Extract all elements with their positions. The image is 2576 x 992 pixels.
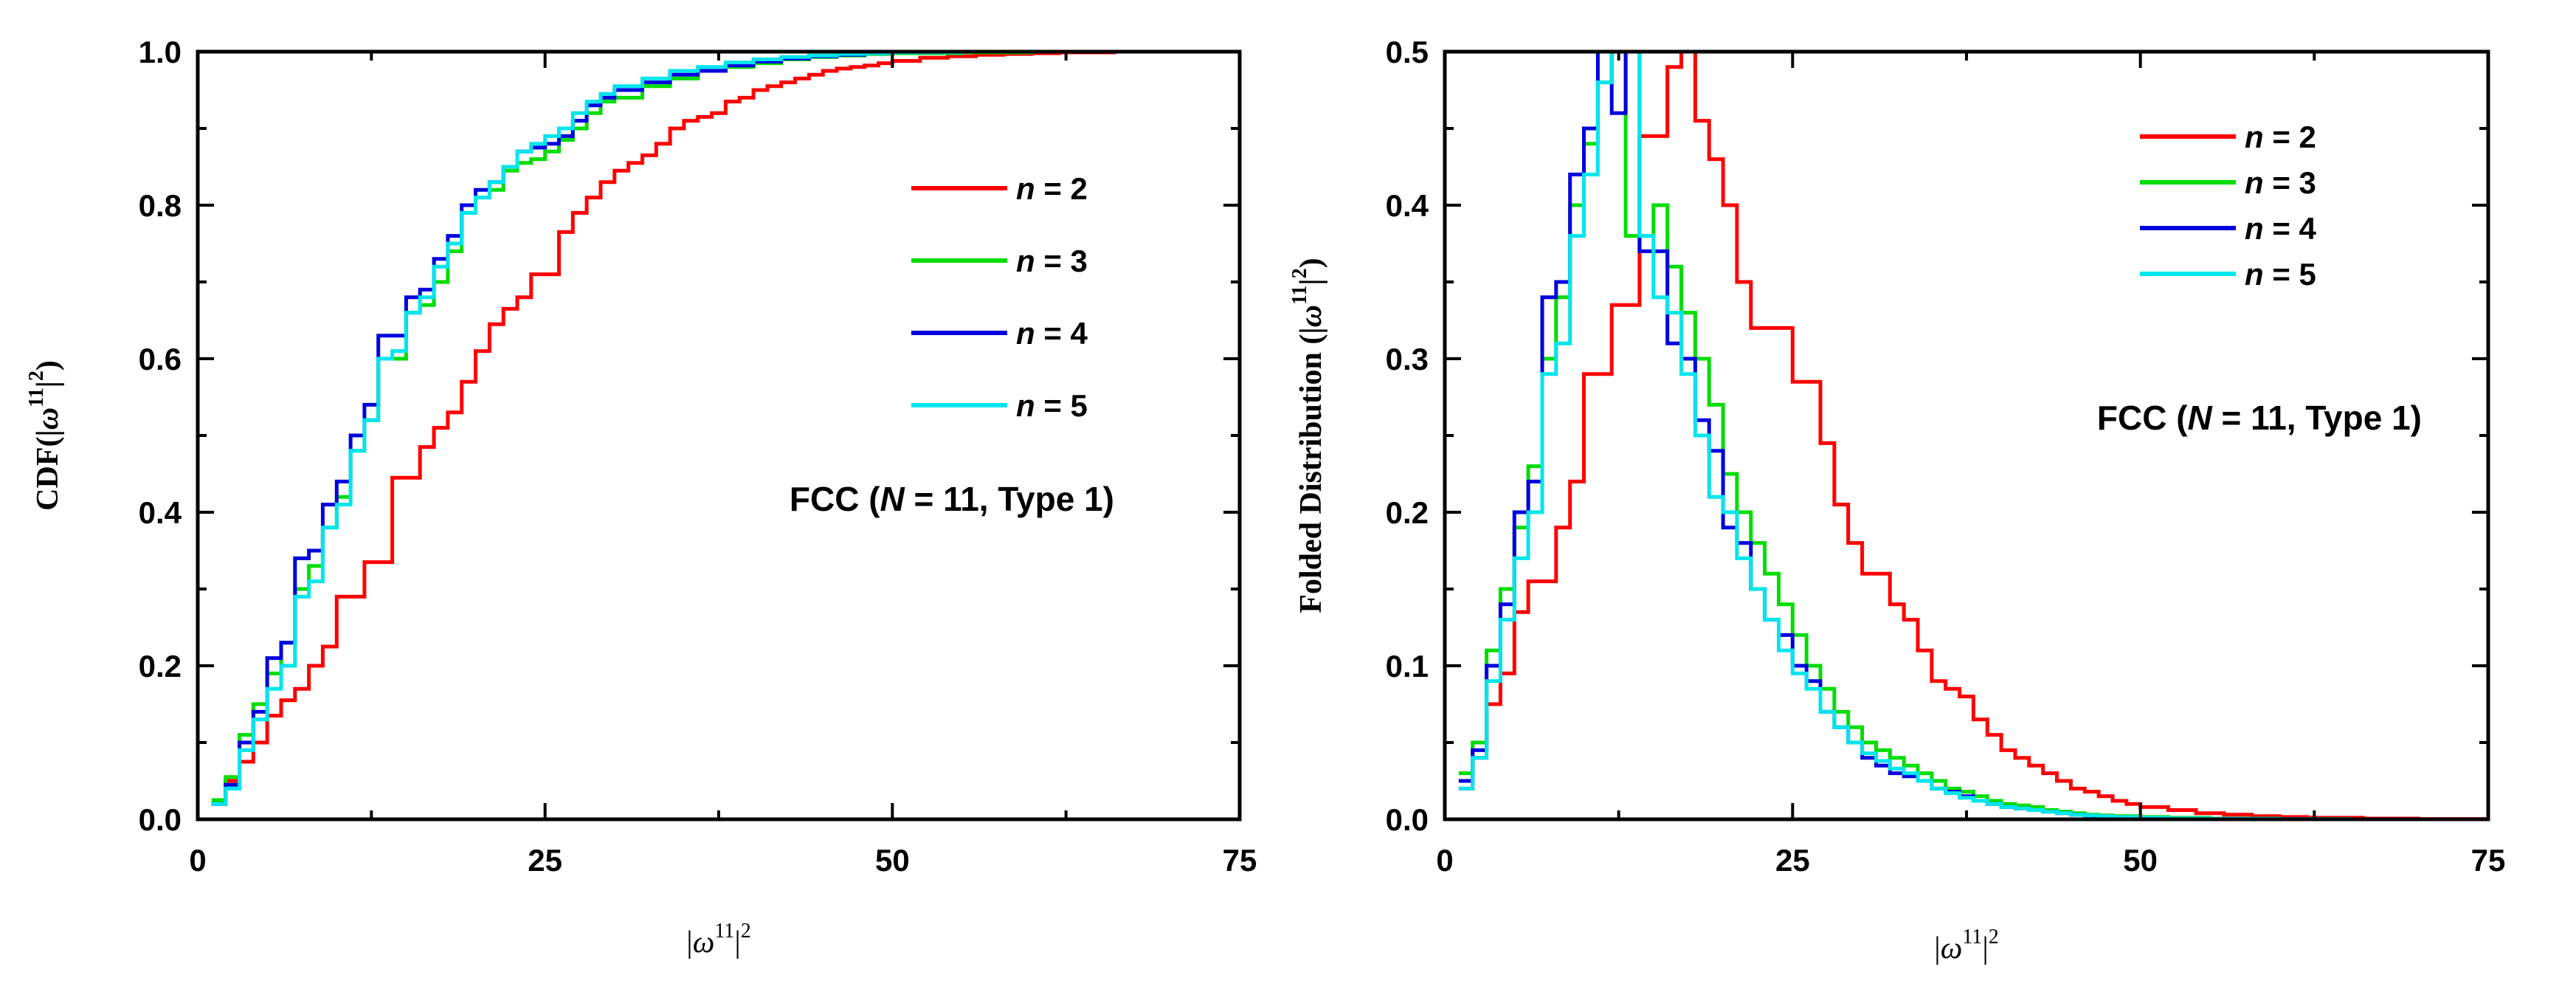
x-tick-label: 25 <box>528 843 562 878</box>
legend-var: n <box>1016 388 1035 423</box>
legend-label: n = 5 <box>1016 388 1088 423</box>
annotation-suffix: = 11, Type 1) <box>2212 399 2422 437</box>
x-label-bar: | <box>734 926 740 960</box>
x-tick-label: 75 <box>1223 843 1257 878</box>
legend-label: n = 3 <box>1016 244 1088 278</box>
series-line-n2 <box>1458 52 2488 819</box>
x-label-bar: | <box>1934 931 1940 965</box>
y-tick-label: 0.6 <box>139 342 182 376</box>
x-label-symbol: ω <box>1941 931 1963 965</box>
legend-var: n <box>2245 165 2264 200</box>
legend-value: = 2 <box>1035 171 1088 206</box>
series-line-n5 <box>1458 52 2488 819</box>
y-tick-label: 0.1 <box>1386 649 1429 683</box>
annotation-italic: N <box>880 480 905 518</box>
legend-var: n <box>2245 257 2264 292</box>
x-axis-label: |ω11|2 <box>1934 926 1998 965</box>
y-label-superscript: 11 <box>1288 286 1311 305</box>
x-label-superscript: 11 <box>1962 926 1982 948</box>
annotation-text: FCC (N = 11, Type 1) <box>2097 399 2422 437</box>
legend-var: n <box>1016 171 1035 206</box>
x-label-bar: | <box>686 926 692 960</box>
annotation-prefix: FCC ( <box>790 480 880 518</box>
x-label-superscript: 2 <box>741 920 751 943</box>
legend-var: n <box>1016 244 1035 278</box>
y-label-bar: | <box>1294 278 1328 285</box>
legend-value: = 4 <box>1035 316 1088 351</box>
y-tick-label: 0.8 <box>139 188 182 223</box>
annotation-text: FCC (N = 11, Type 1) <box>790 480 1114 518</box>
legend: n = 2n = 3n = 4n = 5 <box>2140 120 2317 292</box>
y-label-symbol: ω <box>31 407 65 430</box>
legend-var: n <box>1016 316 1035 351</box>
y-label-superscript: 2 <box>25 371 48 381</box>
y-axis-label: Folded Distribution (|ω11|2) <box>1288 258 1328 613</box>
x-tick-label: 0 <box>1436 843 1453 878</box>
legend-value: = 5 <box>1035 388 1088 423</box>
x-label-bar: | <box>1982 931 1988 965</box>
legend-label: n = 3 <box>2245 165 2316 200</box>
x-tick-label: 50 <box>875 843 910 878</box>
legend-value: = 3 <box>2264 165 2316 200</box>
x-axis-label: |ω11|2 <box>686 920 750 960</box>
legend-value: = 3 <box>1035 244 1088 278</box>
x-label-symbol: ω <box>693 926 715 960</box>
legend-value: = 4 <box>2264 211 2317 246</box>
y-tick-label: 1.0 <box>139 35 182 69</box>
y-tick-label: 0.5 <box>1386 35 1429 69</box>
x-label-superscript: 11 <box>714 920 734 943</box>
series-line-n5 <box>211 52 1240 806</box>
x-tick-label: 25 <box>1775 843 1810 878</box>
series-group <box>1458 52 2488 819</box>
y-label-prefix: CDF(| <box>31 430 65 511</box>
y-tick-label: 0.2 <box>139 649 182 683</box>
x-tick-label: 75 <box>2471 843 2506 878</box>
legend-value: = 5 <box>2264 257 2316 292</box>
y-label-superscript: 11 <box>25 388 48 407</box>
legend-label: n = 2 <box>1016 171 1088 206</box>
annotation-suffix: = 11, Type 1) <box>905 480 1114 518</box>
legend-label: n = 4 <box>2245 211 2317 246</box>
y-label-bar: | <box>31 381 65 388</box>
y-label-superscript: 2 <box>1288 268 1311 278</box>
y-tick-label: 0.4 <box>139 495 182 530</box>
y-label-suffix: ) <box>1294 258 1328 268</box>
legend-label: n = 2 <box>2245 120 2316 154</box>
y-tick-label: 0.4 <box>1386 188 1429 223</box>
legend-value: = 2 <box>2264 120 2316 154</box>
annotation-prefix: FCC ( <box>2097 399 2188 437</box>
y-tick-label: 0.3 <box>1386 342 1429 376</box>
legend-var: n <box>2245 120 2264 154</box>
y-tick-label: 0.0 <box>139 802 182 837</box>
chart-panel-1: 0 25 50 750.00.20.40.60.81.0|ω11|2CDF(|ω11|… <box>25 35 1257 960</box>
legend-var: n <box>2245 211 2264 246</box>
legend: n = 2n = 3n = 4n = 5 <box>911 171 1088 423</box>
legend-label: n = 5 <box>2245 257 2316 292</box>
y-tick-label: 0.2 <box>1386 495 1429 530</box>
legend-label: n = 4 <box>1016 316 1088 351</box>
y-axis-label: CDF(|ω11|2) <box>25 360 65 511</box>
y-label-symbol: ω <box>1294 305 1328 327</box>
x-label-superscript: 2 <box>1989 926 1999 948</box>
y-label-suffix: ) <box>31 360 65 371</box>
annotation-italic: N <box>2188 399 2213 437</box>
y-label-prefix: Folded Distribution (| <box>1294 327 1328 613</box>
y-tick-label: 0.0 <box>1386 802 1429 837</box>
x-tick-label: 50 <box>2123 843 2158 878</box>
x-tick-label: 0 <box>189 843 206 878</box>
